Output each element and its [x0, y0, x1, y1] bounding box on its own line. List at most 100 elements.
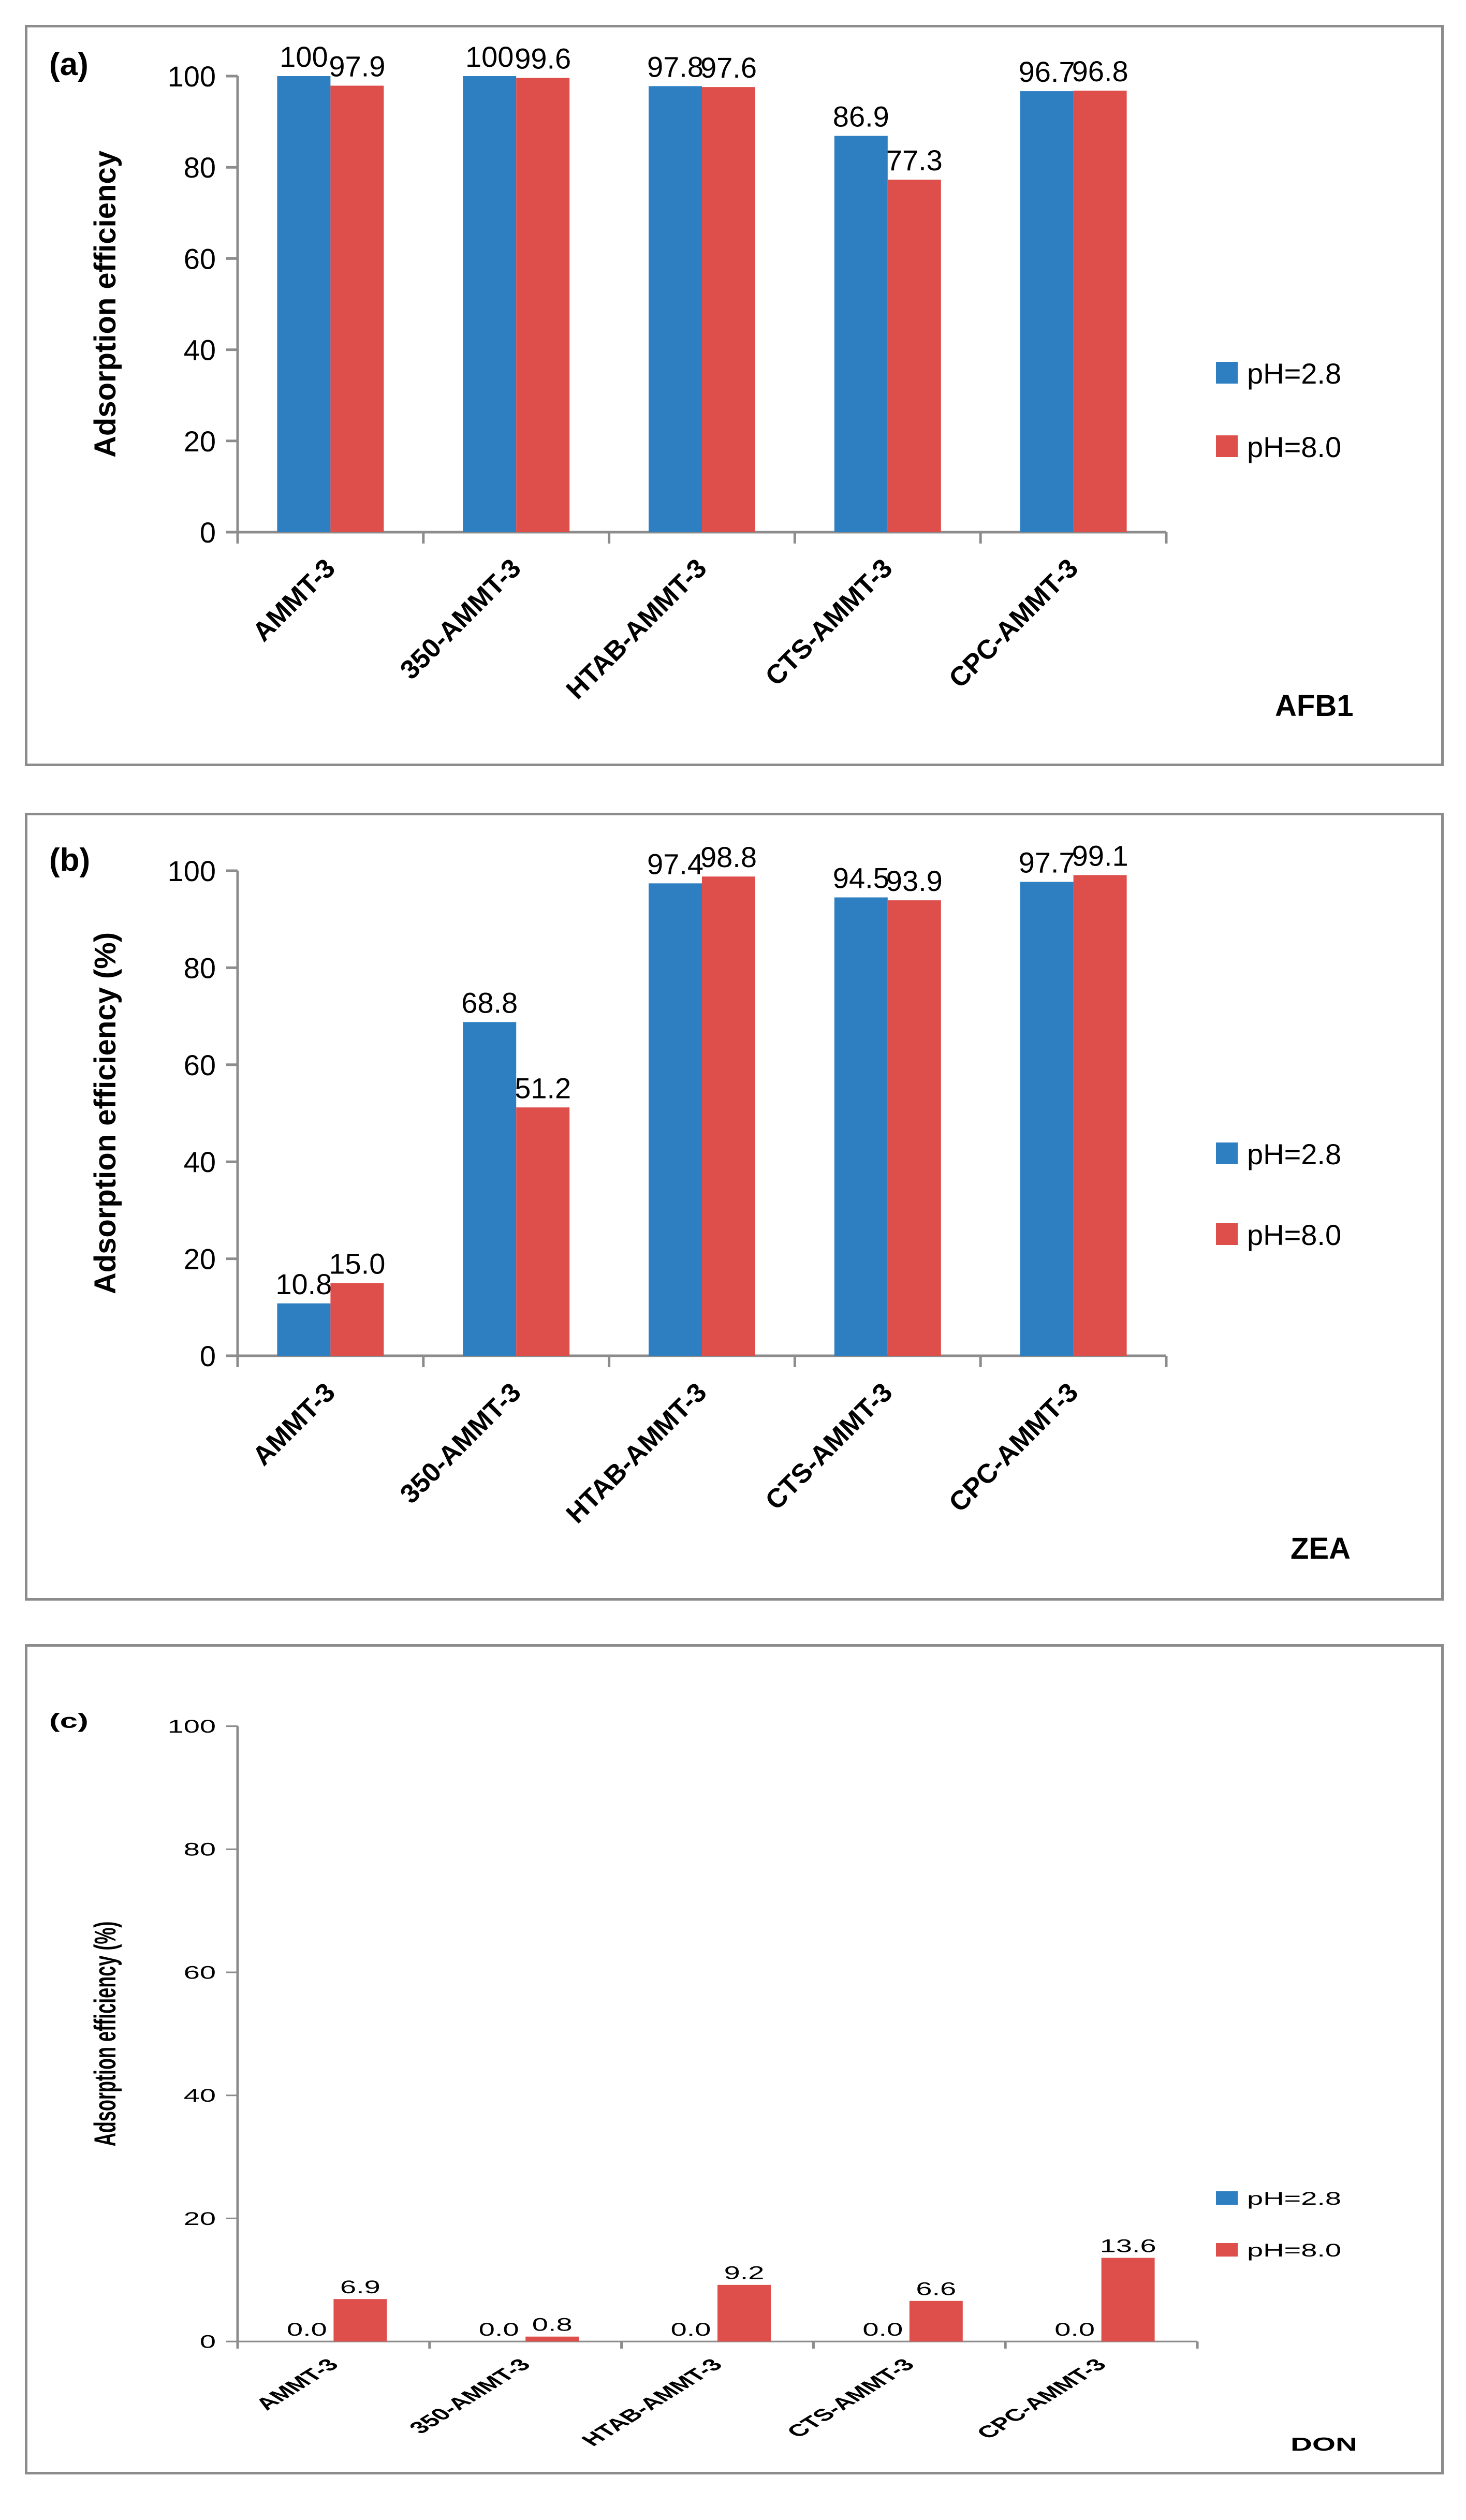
data-label: 97.8: [647, 50, 703, 83]
chart-title: AFB1: [1275, 689, 1353, 723]
y-tick-label: 40: [184, 2086, 216, 2106]
y-tick-label: 40: [184, 334, 216, 367]
x-category-label: CTS-AMMT-3: [760, 553, 899, 692]
data-label: 13.6: [1100, 2236, 1156, 2256]
chart-panel-afb1: (a) 0 20 40 60 80 100 Adsorption efficiency 100 9…: [25, 25, 1444, 766]
data-label: 9.2: [724, 2263, 765, 2283]
y-tick-label: 0: [200, 516, 216, 549]
bar-ph80-cts-ammt-3: [887, 900, 941, 1356]
bar-ph28-350-ammt-3: [463, 76, 517, 532]
y-tick-label: 20: [184, 425, 216, 458]
data-label: 97.9: [329, 50, 385, 83]
bar-ph28-350-ammt-3: [463, 1022, 517, 1356]
bar-ph80-htab-ammt-3: [702, 876, 755, 1356]
data-label: 97.7: [1019, 846, 1075, 879]
y-axis-title: Adsorption efficiency: [89, 151, 122, 458]
bar-ph80-cts-ammt-3: [887, 179, 941, 532]
data-label: 15.0: [329, 1247, 385, 1280]
bar-ph28-ammt-3: [277, 1303, 331, 1356]
data-label: 99.6: [515, 42, 571, 75]
x-category-label: 350-AMMT-3: [404, 2355, 536, 2438]
chart-svg-don: (c) 0 20 40 60 80 100 Adsorption efficiency (%)…: [49, 1710, 1357, 2455]
legend-label-ph80: pH=8.0: [1247, 2240, 1341, 2261]
x-category-label: HTAB-AMMT-3: [561, 553, 713, 705]
panel-label: (a): [49, 47, 89, 82]
chart-panel-don: (c) 0 20 40 60 80 100 Adsorption efficiency (%)…: [25, 1644, 1444, 2474]
bar-ph80-cpc-ammt-3: [1073, 875, 1127, 1356]
bar-ph80-cpc-ammt-3: [1101, 2258, 1155, 2342]
legend-swatch-ph28: [1216, 1142, 1238, 1164]
data-label: 0.0: [287, 2320, 327, 2340]
bar-ph80-htab-ammt-3: [702, 87, 755, 533]
legend-swatch-ph28: [1216, 2191, 1238, 2205]
chart-title: DON: [1291, 2434, 1357, 2455]
y-tick-label: 0: [200, 2332, 216, 2352]
y-tick-label: 60: [184, 1049, 216, 1081]
x-category-label: CTS-AMMT-3: [760, 1377, 899, 1516]
y-tick-label: 100: [168, 855, 216, 887]
data-label: 100: [280, 40, 328, 73]
y-tick-label: 0: [200, 1340, 216, 1372]
data-label: 51.2: [515, 1072, 571, 1104]
data-label: 0.0: [862, 2320, 903, 2340]
y-tick-label: 20: [184, 1243, 216, 1276]
legend-label-ph80: pH=8.0: [1247, 1219, 1341, 1251]
data-label: 10.8: [275, 1268, 332, 1300]
legend-label-ph28: pH=2.8: [1247, 2189, 1341, 2209]
y-tick-label: 60: [184, 242, 216, 275]
x-category-label: AMMT-3: [250, 2355, 344, 2414]
x-category-label: CPC-AMMT-3: [972, 2355, 1112, 2443]
data-label: 68.8: [461, 986, 518, 1019]
bar-ph80-cpc-ammt-3: [1073, 91, 1127, 532]
y-tick-label: 40: [184, 1146, 216, 1178]
bar-ph80-cts-ammt-3: [909, 2301, 963, 2342]
bar-ph28-htab-ammt-3: [649, 86, 702, 532]
x-category-label: CPC-AMMT-3: [943, 1377, 1084, 1518]
y-tick-label: 80: [184, 151, 216, 184]
x-category-label: 350-AMMT-3: [394, 1377, 527, 1510]
y-tick-label: 100: [168, 1717, 216, 1737]
data-label: 99.1: [1072, 839, 1128, 872]
legend-label-ph80: pH=8.0: [1247, 431, 1341, 463]
bar-ph80-htab-ammt-3: [717, 2284, 771, 2342]
x-category-label: CPC-AMMT-3: [943, 553, 1084, 694]
y-tick-label: 100: [168, 60, 216, 93]
bar-ph28-ammt-3: [277, 76, 331, 532]
x-category-label: CTS-AMMT-3: [782, 2355, 920, 2441]
x-category-label: AMMT-3: [247, 553, 341, 647]
legend-label-ph28: pH=2.8: [1247, 357, 1341, 390]
y-axis-title: Adsorption efficiency (%): [89, 1922, 122, 2147]
legend-swatch-ph80: [1216, 2243, 1238, 2257]
data-label: 93.9: [886, 865, 943, 897]
chart-title: ZEA: [1291, 1532, 1351, 1565]
legend-label-ph28: pH=2.8: [1247, 1138, 1341, 1170]
legend-swatch-ph80: [1216, 1223, 1238, 1245]
legend-swatch-ph28: [1216, 362, 1238, 384]
data-label: 6.6: [916, 2279, 956, 2299]
bar-ph80-350-ammt-3: [516, 1107, 570, 1356]
y-tick-label: 80: [184, 951, 216, 984]
data-label: 0.8: [532, 2314, 573, 2335]
panel-label: (c): [49, 1710, 89, 1732]
data-label: 6.9: [340, 2277, 380, 2297]
y-tick-label: 80: [184, 1839, 216, 1859]
data-label: 97.4: [647, 847, 703, 880]
bar-ph80-350-ammt-3: [516, 78, 570, 533]
bar-ph28-cts-ammt-3: [834, 897, 888, 1356]
y-tick-label: 20: [184, 2209, 216, 2229]
data-label: 0.0: [1054, 2320, 1095, 2340]
bar-ph28-cpc-ammt-3: [1020, 91, 1074, 532]
panel-label: (b): [49, 842, 90, 878]
bar-ph80-350-ammt-3: [525, 2336, 579, 2342]
bar-ph80-ammt-3: [330, 85, 384, 533]
y-axis-title: Adsorption efficiency (%): [89, 932, 122, 1294]
data-label: 100: [465, 40, 514, 73]
x-category-label: AMMT-3: [247, 1377, 341, 1471]
data-label: 86.9: [833, 100, 889, 133]
legend-swatch-ph80: [1216, 435, 1238, 457]
chart-panel-zea: (b) 0 20 40 60 80 100 Adsorption efficiency (%)…: [25, 813, 1444, 1601]
bar-ph28-htab-ammt-3: [649, 883, 702, 1356]
bar-ph28-cpc-ammt-3: [1020, 882, 1074, 1356]
bar-ph28-cts-ammt-3: [834, 136, 888, 532]
